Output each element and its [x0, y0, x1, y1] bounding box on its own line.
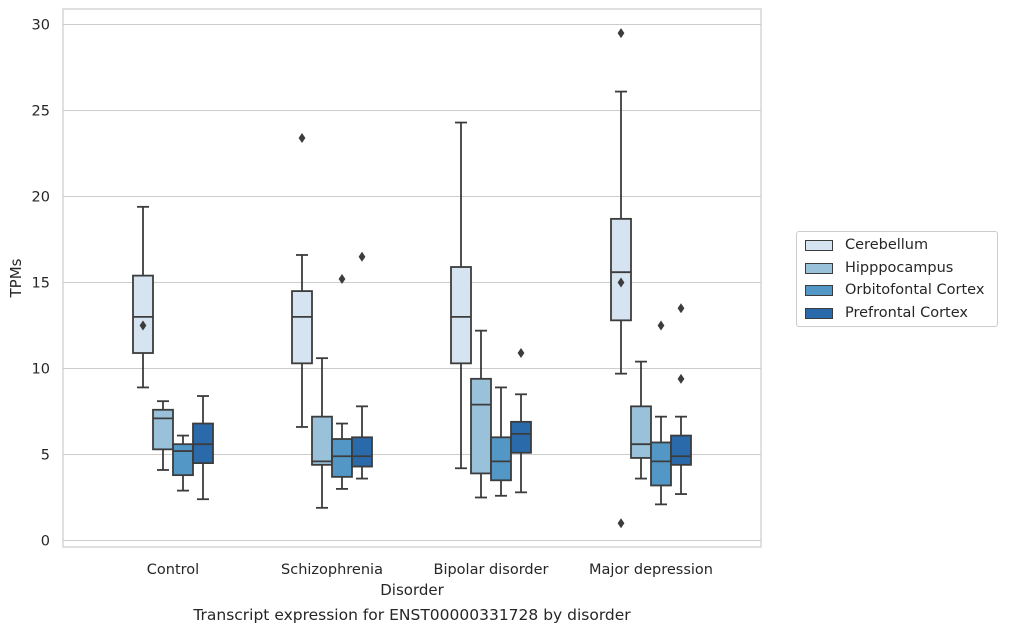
outlier-point — [298, 133, 306, 144]
outlier-point — [139, 320, 147, 331]
legend-item-hippocampus: Hipppocampus — [805, 257, 953, 279]
y-tick-label: 0 — [41, 534, 50, 550]
outlier-point — [657, 320, 665, 331]
legend-label: Hipppocampus — [845, 260, 954, 276]
y-tick-label: 5 — [41, 448, 50, 464]
box-cerebellum-0 — [132, 205, 154, 389]
iqr-box — [650, 441, 672, 487]
plot-frame — [62, 8, 762, 548]
box-prefrontal-cortex-2 — [510, 348, 532, 494]
iqr-box — [172, 443, 194, 477]
legend-item-cerebellum: Cerebellum — [805, 234, 928, 256]
box-orbitofontal-cortex-1 — [331, 274, 353, 490]
y-axis-ticks: 0 5 10 15 20 25 30 — [32, 18, 50, 550]
legend-label: Cerebellum — [845, 237, 929, 253]
legend-swatch — [805, 239, 833, 251]
x-axis-ticks: Control Schizophrenia Bipolar disorder Majo… — [147, 562, 713, 578]
iqr-box — [152, 408, 174, 451]
iqr-box — [670, 434, 692, 466]
legend-swatch — [805, 284, 833, 296]
x-axis-label: Disorder — [380, 581, 444, 599]
box-cerebellum-3 — [610, 28, 632, 529]
box-cerebellum-1 — [291, 133, 313, 428]
outlier-point — [517, 348, 525, 359]
x-tick-label: Schizophrenia — [281, 562, 383, 578]
y-tick-label: 20 — [32, 190, 50, 206]
legend: Cerebellum Hipppocampus Orbitofontal Cor… — [796, 231, 998, 327]
legend-label: Prefrontal Cortex — [845, 305, 968, 321]
box-prefrontal-cortex-0 — [192, 395, 214, 501]
legend-label: Orbitofontal Cortex — [845, 282, 985, 298]
iqr-box — [351, 436, 373, 468]
box-hipppocampus-1 — [311, 357, 333, 509]
iqr-box — [311, 415, 333, 466]
legend-swatch — [805, 262, 833, 274]
iqr-box — [610, 217, 632, 322]
legend-item-orbitofrontal-cortex: Orbitofontal Cortex — [805, 279, 984, 301]
legend-swatch — [805, 307, 833, 319]
outlier-point — [338, 274, 346, 285]
box-orbitofontal-cortex-2 — [490, 386, 512, 497]
boxes — [132, 28, 692, 529]
y-tick-label: 15 — [32, 276, 50, 292]
iqr-box — [510, 420, 532, 454]
box-hipppocampus-2 — [470, 329, 492, 499]
outlier-point — [617, 28, 625, 39]
iqr-box — [450, 266, 472, 365]
outlier-point — [358, 251, 366, 262]
iqr-box — [291, 290, 313, 365]
x-tick-label: Bipolar disorder — [434, 562, 549, 578]
box-hipppocampus-0 — [152, 400, 174, 471]
box-orbitofontal-cortex-0 — [172, 434, 194, 492]
box-prefrontal-cortex-3 — [670, 303, 692, 495]
y-tick-label: 30 — [32, 18, 50, 34]
x-tick-label: Major depression — [589, 562, 713, 578]
y-tick-label: 10 — [32, 362, 50, 378]
box-hipppocampus-3 — [630, 360, 652, 480]
iqr-box — [630, 405, 652, 459]
x-tick-label: Control — [147, 562, 199, 578]
box-orbitofontal-cortex-3 — [650, 320, 672, 506]
y-axis-label: TPMs — [7, 258, 25, 298]
iqr-box — [132, 274, 154, 354]
iqr-box — [470, 377, 492, 475]
box-prefrontal-cortex-1 — [351, 251, 373, 480]
outlier-point — [677, 373, 685, 384]
outlier-point — [677, 303, 685, 314]
box-cerebellum-2 — [450, 121, 472, 470]
chart-caption: Transcript expression for ENST0000033172… — [193, 606, 631, 624]
outlier-point — [617, 518, 625, 529]
y-tick-label: 25 — [32, 104, 50, 120]
legend-item-prefrontal-cortex: Prefrontal Cortex — [805, 302, 968, 324]
iqr-box — [331, 438, 353, 478]
outlier-point — [617, 277, 625, 288]
iqr-box — [490, 436, 512, 482]
